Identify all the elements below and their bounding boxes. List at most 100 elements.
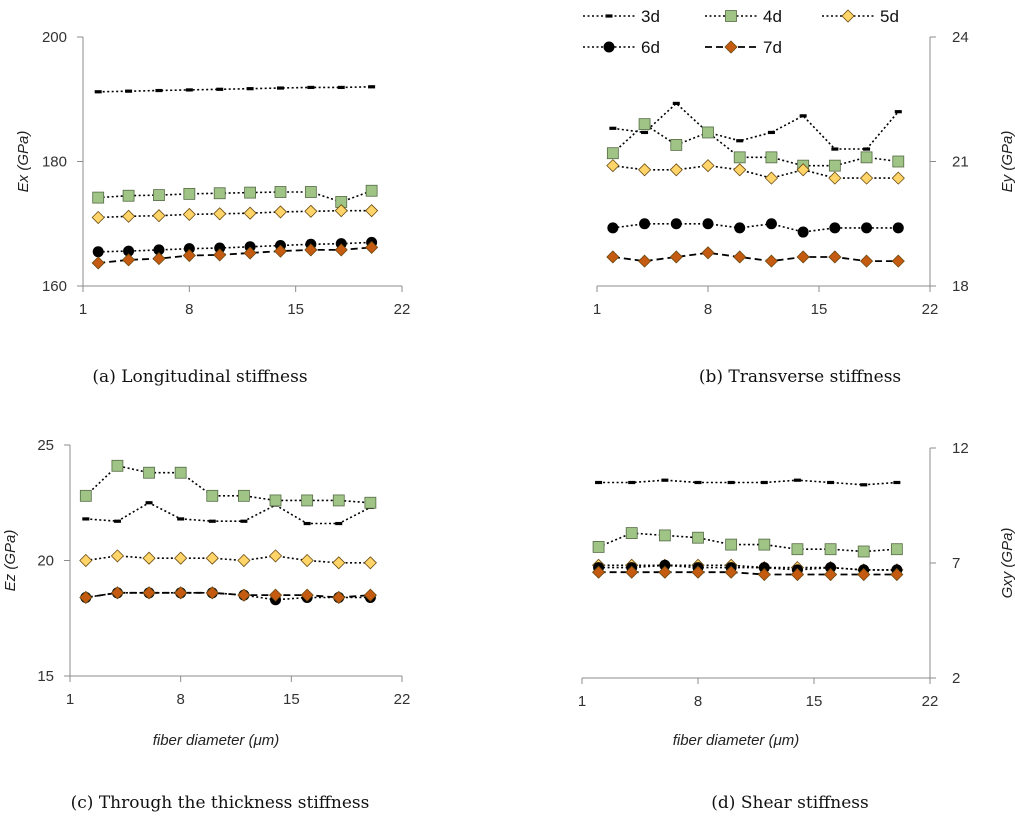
data-point-4d: [625, 527, 638, 539]
data-point-5d: [701, 159, 715, 173]
data-point-5d: [733, 163, 747, 177]
x-tick-label: 22: [922, 693, 939, 710]
data-point-5d: [638, 163, 652, 177]
data-point-7d: [122, 253, 136, 267]
data-point-7d: [790, 567, 804, 582]
data-point-4d: [765, 151, 778, 164]
data-point-3d: [208, 519, 216, 523]
data-point-6d: [659, 559, 671, 571]
legend-label: 5d: [880, 7, 899, 26]
data-point-3d: [661, 478, 669, 482]
series-3d: [609, 101, 902, 151]
data-point-6d: [183, 243, 195, 255]
x-tick-label: 22: [394, 301, 411, 318]
data-point-7d: [304, 243, 318, 257]
series-line-7d: [98, 246, 372, 264]
data-point-4d: [857, 545, 870, 558]
series-line-4d: [98, 190, 372, 203]
series-line-7d: [598, 571, 897, 576]
series-7d: [592, 565, 904, 582]
legend-marker: [841, 9, 855, 23]
legend-label: 6d: [641, 38, 660, 57]
data-point-7d: [174, 586, 188, 600]
x-tick-label: 15: [287, 301, 304, 318]
data-point-4d: [238, 489, 250, 502]
x-tick-label: 22: [394, 691, 411, 708]
data-point-7d: [110, 586, 124, 600]
data-point-3d: [337, 85, 345, 90]
series-5d: [91, 204, 379, 225]
data-point-3d: [894, 110, 902, 114]
data-point-4d: [733, 151, 746, 164]
x-tick-label: 8: [694, 693, 702, 710]
series-5d: [79, 549, 377, 570]
data-point-4d: [824, 543, 837, 556]
data-point-3d: [240, 519, 248, 523]
legend-label: 4d: [763, 7, 782, 26]
y-axis-title: Ex (GPa): [15, 131, 32, 193]
legend-item-6d: 6d: [583, 38, 660, 57]
data-point-3d: [694, 480, 702, 485]
y-tick-label: 12: [952, 440, 969, 457]
data-point-6d: [639, 218, 651, 230]
data-point-5d: [268, 549, 283, 563]
series-line-7d: [85, 591, 371, 599]
panel-caption: (c) Through the thickness stiffness: [71, 793, 370, 813]
data-point-6d: [670, 218, 682, 230]
panel-caption: (a) Longitudinal stiffness: [92, 367, 307, 387]
data-point-4d: [592, 541, 605, 553]
data-point-3d: [641, 130, 649, 135]
series-3d: [82, 501, 374, 526]
data-point-6d: [607, 222, 619, 234]
data-point-7d: [828, 250, 842, 264]
series-3d: [595, 478, 901, 487]
data-point-6d: [734, 222, 746, 234]
data-point-7d: [764, 254, 778, 268]
data-point-6d: [765, 218, 777, 230]
data-point-3d: [368, 85, 376, 89]
y-tick-label: 18: [952, 278, 969, 295]
data-point-7d: [606, 250, 620, 264]
data-point-3d: [609, 126, 617, 130]
data-point-3d: [177, 517, 185, 521]
y-tick-label: 20: [37, 553, 54, 570]
data-point-5d: [764, 171, 778, 185]
data-point-7d: [592, 565, 606, 579]
data-point-4d: [332, 494, 345, 507]
x-tick-label: 15: [806, 693, 823, 710]
data-point-3d: [727, 480, 735, 485]
data-point-7d: [142, 586, 156, 600]
series-line-7d: [612, 251, 899, 263]
data-point-5d: [174, 551, 188, 565]
data-point-4d: [702, 126, 714, 139]
series-line-6d: [612, 222, 899, 233]
series-line-3d: [98, 86, 372, 93]
data-point-6d: [758, 562, 770, 574]
data-point-3d: [672, 101, 680, 105]
data-point-5d: [304, 204, 318, 218]
data-point-3d: [767, 130, 775, 135]
data-point-3d: [216, 87, 224, 91]
series-line-5d: [98, 209, 372, 219]
x-axis-title: fiber diameter (μm): [673, 732, 800, 749]
data-point-4d: [670, 138, 683, 151]
series-4d: [79, 459, 377, 509]
x-tick-label: 1: [578, 693, 586, 710]
data-point-4d: [122, 189, 135, 202]
series-3d: [94, 85, 376, 94]
x-tick-label: 15: [283, 691, 300, 708]
data-point-7d: [237, 588, 251, 602]
data-point-4d: [213, 187, 226, 200]
data-point-7d: [79, 590, 93, 605]
series-7d: [606, 246, 905, 268]
data-point-3d: [113, 519, 121, 523]
data-point-6d: [702, 218, 714, 230]
data-point-3d: [760, 480, 768, 485]
data-point-4d: [890, 543, 903, 556]
data-point-3d: [125, 89, 133, 93]
data-point-4d: [79, 489, 92, 502]
series-line-4d: [612, 123, 899, 167]
data-point-6d: [861, 222, 873, 234]
data-point-4d: [174, 466, 187, 479]
data-point-4d: [111, 459, 124, 472]
